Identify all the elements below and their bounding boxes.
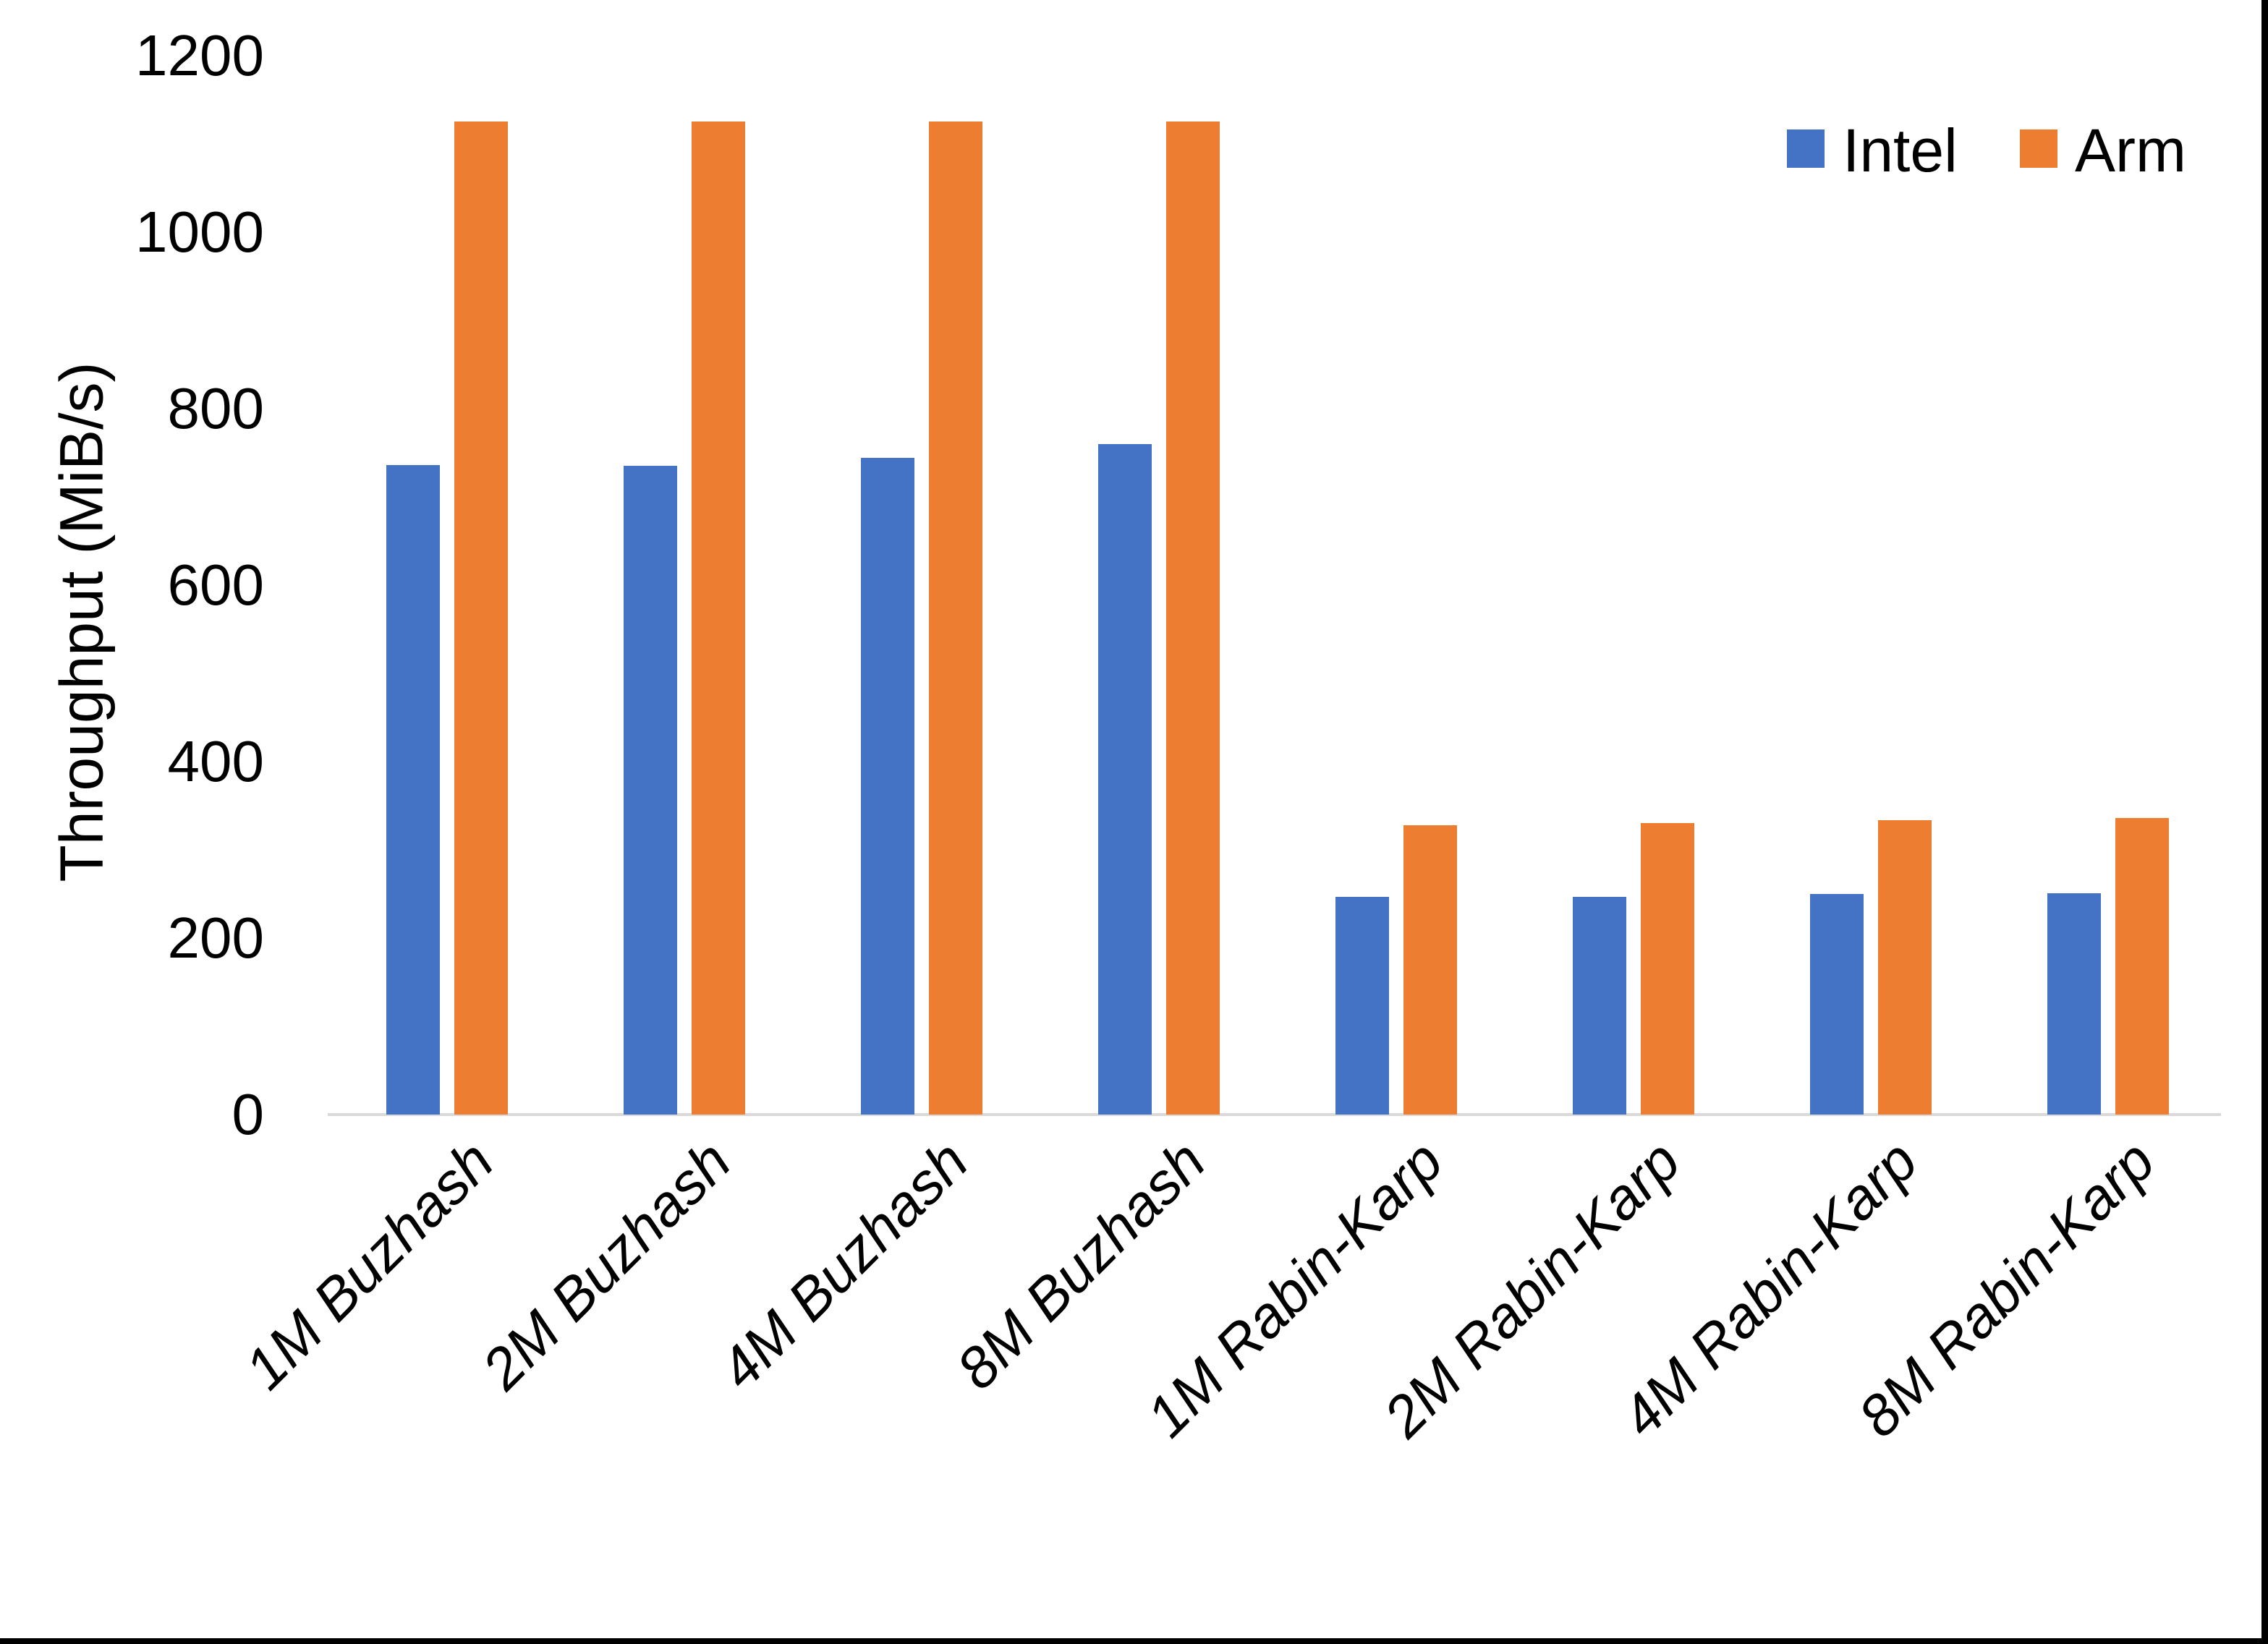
bar-intel-2m-rabin-karp [1573,897,1626,1115]
bar-arm-1m-buzhash [454,122,508,1115]
legend-swatch-arm [2020,129,2057,168]
bar-intel-2m-buzhash [624,466,677,1115]
legend-label-arm: Arm [2075,116,2186,184]
bar-arm-8m-rabin-karp [2115,818,2169,1115]
bar-intel-1m-buzhash [386,465,440,1115]
bar-arm-8m-buzhash [1166,122,1220,1115]
bar-arm-4m-rabin-karp [1878,820,1932,1115]
y-tick-label-1200: 1200 [135,23,264,88]
y-tick-label-400: 400 [167,729,264,793]
y-tick-label-800: 800 [167,376,264,440]
bar-intel-8m-buzhash [1098,444,1152,1115]
bar-arm-1m-rabin-karp [1403,825,1457,1115]
bar-arm-2m-rabin-karp [1641,823,1694,1115]
bar-intel-4m-buzhash [861,458,914,1115]
legend-label-intel: Intel [1843,116,1958,184]
legend-swatch-intel [1787,129,1825,168]
bar-intel-8m-rabin-karp [2047,893,2101,1115]
y-tick-label-200: 200 [167,906,264,970]
bar-arm-4m-buzhash [929,122,982,1115]
bar-intel-1m-rabin-karp [1335,897,1389,1115]
y-tick-label-1000: 1000 [135,200,264,264]
bar-arm-2m-buzhash [692,122,745,1115]
y-tick-label-0: 0 [232,1082,265,1146]
y-tick-label-600: 600 [167,553,264,617]
x-axis-line [328,1113,2221,1116]
bar-intel-4m-rabin-karp [1810,894,1864,1115]
